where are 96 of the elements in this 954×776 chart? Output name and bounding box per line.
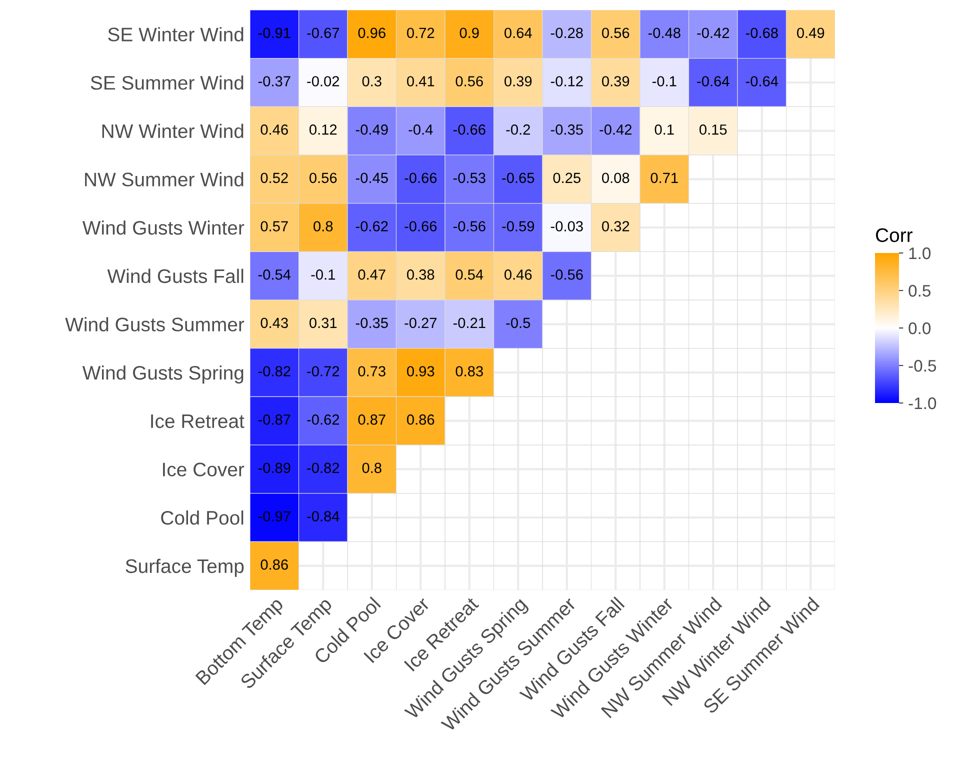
color-bar-label: -0.5 [908, 360, 936, 372]
data-label: 0.25 [553, 172, 580, 184]
data-label: -0.42 [600, 124, 632, 135]
data-label: -0.66 [453, 124, 486, 135]
data-label: -0.97 [258, 511, 290, 522]
data-label: 0.9 [460, 28, 479, 38]
data-label: -0.64 [746, 76, 778, 86]
data-label: -0.28 [550, 28, 583, 38]
data-label: -0.49 [356, 124, 388, 135]
data-label: -0.48 [648, 28, 680, 38]
data-label: -0.82 [258, 366, 290, 376]
color-bar-label: 0.5 [908, 284, 930, 297]
y-tick-label: Surface Temp [126, 558, 244, 577]
data-label: 0.86 [407, 414, 434, 425]
data-label: -0.5 [506, 318, 530, 328]
data-label: -0.87 [258, 414, 290, 425]
data-label: -0.66 [404, 172, 437, 184]
data-label: -0.21 [453, 318, 486, 328]
data-label: 0.39 [504, 76, 532, 86]
data-label: -0.42 [697, 28, 730, 38]
y-tick-label: NW Winter Wind [102, 124, 244, 138]
data-label: 0.15 [700, 124, 727, 135]
color-bar-title: Corr [876, 228, 912, 242]
y-tick-label: Wind Gusts Winter [82, 220, 244, 235]
data-label: 0.96 [358, 28, 386, 38]
data-label: 0.93 [407, 366, 434, 376]
data-label: -0.59 [502, 221, 534, 232]
data-label: -0.72 [307, 366, 340, 376]
y-tick-label: Cold Pool [161, 510, 244, 525]
data-label: 0.56 [456, 76, 483, 86]
data-label: 0.56 [310, 172, 337, 184]
data-label: 0.12 [310, 124, 337, 135]
data-label: 0.72 [407, 28, 434, 38]
data-label: 0.71 [650, 172, 678, 184]
data-label: 0.32 [602, 221, 630, 232]
data-label: 0.46 [260, 124, 288, 135]
data-label: 0.8 [362, 462, 382, 474]
data-label: -0.12 [550, 76, 583, 86]
data-label: 0.39 [602, 76, 630, 86]
data-label: -0.89 [258, 462, 290, 474]
data-label: 0.54 [456, 269, 484, 280]
data-label: -0.35 [356, 318, 388, 328]
data-label: -0.54 [258, 269, 291, 280]
data-label: 0.83 [456, 366, 483, 376]
data-label: -0.66 [404, 221, 437, 232]
y-tick-label: NW Summer Wind [85, 172, 244, 186]
data-label: -0.35 [550, 124, 583, 135]
data-label: 0.73 [358, 366, 386, 376]
data-label: -0.03 [550, 221, 583, 232]
color-bar-label: -1.0 [908, 397, 936, 410]
data-label: -0.56 [453, 221, 486, 232]
y-tick-label: Ice Retreat [151, 414, 244, 428]
data-label: -0.1 [652, 76, 676, 86]
data-label: 0.57 [260, 221, 288, 232]
data-label: 0.43 [260, 318, 288, 328]
data-label: 0.46 [504, 269, 532, 280]
data-label: 0.08 [602, 172, 630, 184]
y-tick-label: Wind Gusts Summer [65, 317, 244, 332]
data-label: -0.37 [258, 76, 290, 86]
color-bar-label: 1.0 [909, 247, 931, 260]
data-label: 0.87 [358, 414, 386, 425]
data-label: 0.52 [260, 172, 288, 184]
data-label: -0.62 [307, 414, 340, 425]
data-label: -0.67 [307, 28, 340, 38]
data-label: 0.8 [314, 221, 333, 232]
data-label: -0.56 [550, 269, 583, 280]
data-label: -0.91 [258, 28, 290, 38]
data-label: -0.45 [356, 172, 388, 184]
data-label: -0.2 [506, 124, 530, 135]
data-label: 0.1 [654, 124, 674, 135]
data-label: 0.49 [797, 28, 824, 38]
data-label: 0.3 [362, 76, 382, 86]
color-bar-label: 0.0 [908, 322, 931, 334]
data-label: 0.86 [260, 559, 288, 570]
data-label: -0.82 [307, 462, 340, 474]
data-label: 0.64 [504, 28, 532, 38]
data-label: -0.02 [307, 76, 340, 86]
data-label: -0.27 [404, 318, 437, 328]
data-label: -0.53 [453, 172, 486, 184]
y-tick-label: Wind Gusts Spring [82, 365, 244, 384]
data-label: -0.1 [311, 269, 335, 280]
data-label: -0.84 [307, 511, 340, 522]
data-label: -0.64 [697, 76, 730, 86]
data-label: 0.38 [407, 269, 434, 280]
data-label: 0.47 [358, 269, 386, 280]
y-tick-label: SE Summer Wind [90, 75, 244, 90]
data-label: -0.4 [408, 124, 433, 135]
data-label: -0.68 [746, 28, 778, 38]
data-label: 0.41 [407, 76, 434, 86]
data-label: 0.56 [602, 28, 630, 38]
y-tick-label: Wind Gusts Fall [107, 268, 244, 284]
data-label: 0.31 [310, 318, 337, 328]
data-label: -0.62 [356, 221, 388, 232]
y-tick-label: SE Winter Wind [108, 27, 244, 42]
y-tick-label: Ice Cover [163, 462, 244, 476]
data-label: -0.65 [502, 172, 534, 184]
